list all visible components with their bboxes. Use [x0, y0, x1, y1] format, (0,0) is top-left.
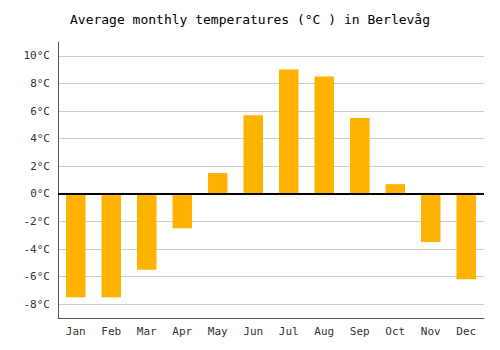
svg-text:Mar: Mar — [137, 325, 157, 338]
svg-text:Jul: Jul — [279, 325, 299, 338]
svg-text:Average monthly temperatures (: Average monthly temperatures (°C ) in Be… — [70, 12, 430, 27]
svg-text:Dec: Dec — [456, 325, 476, 338]
svg-text:Jun: Jun — [243, 325, 263, 338]
svg-text:Aug: Aug — [314, 325, 334, 338]
svg-text:0°C: 0°C — [30, 187, 50, 200]
svg-text:8°C: 8°C — [30, 77, 50, 90]
svg-text:4°C: 4°C — [30, 132, 50, 145]
svg-text:10°C: 10°C — [24, 49, 51, 62]
svg-text:Oct: Oct — [385, 325, 405, 338]
svg-text:-8°C: -8°C — [24, 298, 51, 311]
svg-text:May: May — [208, 325, 228, 338]
svg-text:-4°C: -4°C — [24, 243, 51, 256]
svg-text:Apr: Apr — [172, 325, 192, 338]
svg-text:Sep: Sep — [350, 325, 370, 338]
svg-text:2°C: 2°C — [30, 160, 50, 173]
svg-text:Nov: Nov — [421, 325, 441, 338]
svg-text:Jan: Jan — [66, 325, 86, 338]
svg-text:Feb: Feb — [101, 325, 121, 338]
svg-text:-2°C: -2°C — [24, 215, 51, 228]
svg-text:6°C: 6°C — [30, 105, 50, 118]
svg-text:-6°C: -6°C — [24, 270, 51, 283]
